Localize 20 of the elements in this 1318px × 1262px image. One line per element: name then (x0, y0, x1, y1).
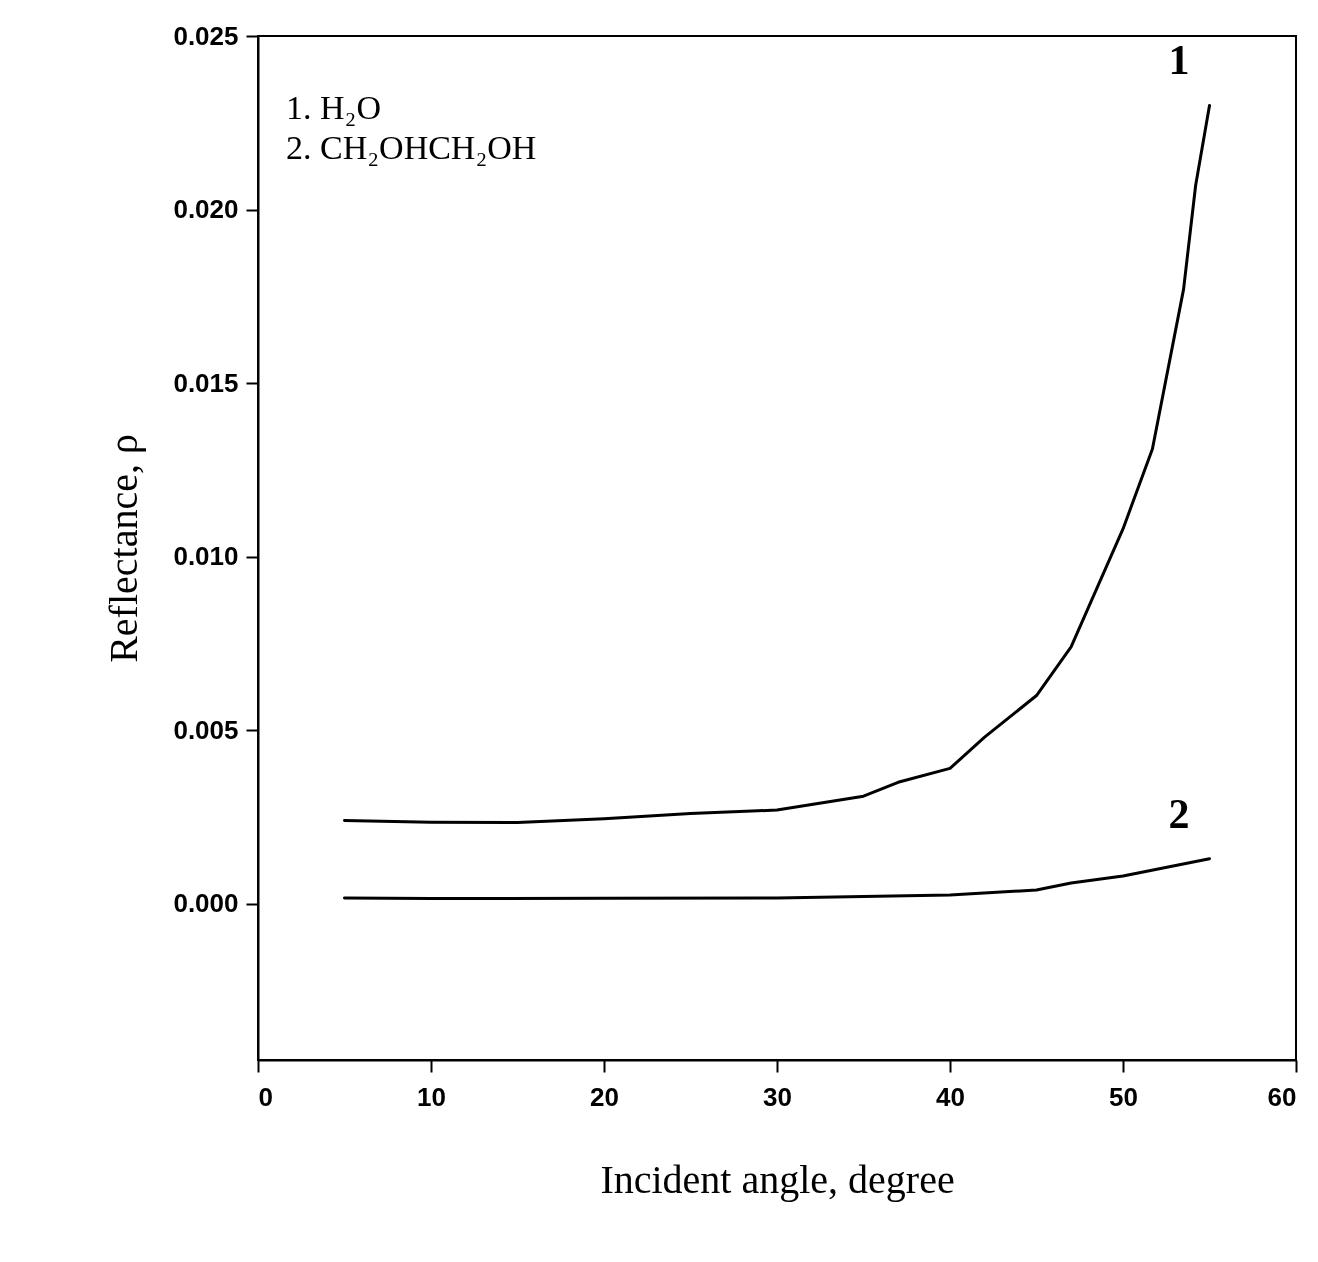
y-tick-label: 0.020 (173, 194, 239, 225)
y-tick-label: 0.005 (173, 714, 239, 745)
x-tick-label: 40 (936, 1081, 965, 1112)
series-label: 2 (1168, 790, 1190, 837)
y-axis-title: Reflectance, ρ (101, 434, 147, 663)
y-tick-label: 0.025 (173, 20, 239, 51)
annotation: 1. H₂O (286, 89, 381, 126)
line-series (343, 857, 1211, 901)
x-axis-title: Incident angle, degree (600, 1156, 955, 1202)
x-tick-label: 50 (1109, 1081, 1138, 1112)
x-tick-label: 20 (590, 1081, 619, 1112)
y-tick-label: 0.010 (173, 541, 239, 572)
x-tick-label: 60 (1267, 1081, 1297, 1112)
series-label: 1 (1168, 37, 1190, 84)
x-tick-label: 30 (763, 1081, 792, 1112)
annotation: 2. CH₂OHCH₂OH (286, 129, 537, 166)
x-tick-label: 10 (417, 1081, 446, 1112)
x-tick-label: 0 (258, 1081, 273, 1112)
y-tick-label: 0.000 (173, 888, 239, 919)
y-tick-label: 0.015 (173, 367, 239, 398)
